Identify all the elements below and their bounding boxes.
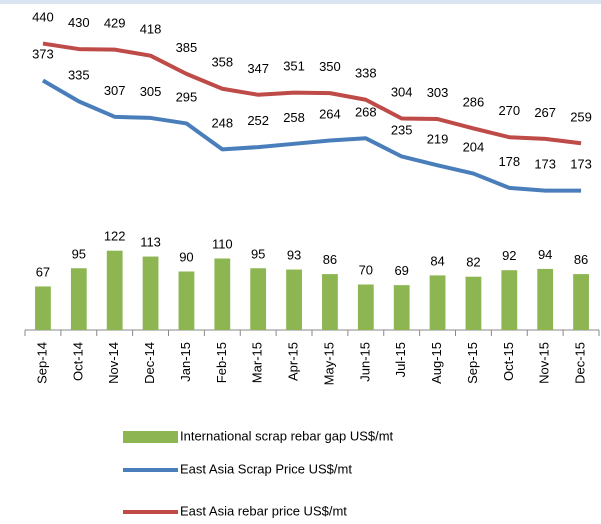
data-label: 70	[359, 263, 373, 278]
x-tick-label: Oct-15	[501, 342, 516, 381]
data-label: 93	[287, 248, 301, 263]
data-label: 92	[502, 248, 516, 263]
bar	[573, 274, 589, 330]
data-label: 82	[466, 255, 480, 270]
x-tick-label: Feb-15	[214, 342, 229, 383]
legend-label: East Asia rebar price US$/mt	[180, 503, 347, 518]
data-label: 335	[68, 67, 90, 82]
data-label: 351	[283, 59, 305, 74]
x-tick-label: May-15	[321, 342, 336, 385]
bar	[322, 274, 338, 330]
data-label: 67	[36, 264, 50, 279]
legend-label: International scrap rebar gap US$/mt	[180, 428, 394, 443]
data-label: 440	[32, 10, 54, 25]
data-label: 173	[570, 157, 592, 172]
bar	[429, 275, 446, 330]
data-label: 84	[430, 253, 444, 268]
data-label: 286	[463, 94, 485, 109]
x-tick-label: Sep-15	[465, 342, 480, 384]
x-tick-label: Sep-14	[34, 342, 49, 384]
data-label: 252	[247, 113, 269, 128]
line	[42, 41, 582, 146]
data-label: 350	[319, 59, 341, 74]
data-label: 430	[68, 15, 90, 30]
data-label: 270	[498, 103, 520, 118]
data-label: 95	[251, 246, 265, 261]
bar	[106, 250, 123, 330]
top-band	[0, 0, 601, 4]
data-label: 338	[355, 66, 377, 81]
data-label: 264	[319, 107, 341, 122]
data-label: 173	[534, 157, 556, 172]
data-label: 347	[247, 61, 269, 76]
bar	[214, 258, 231, 330]
data-label: 307	[104, 83, 126, 98]
bar	[465, 276, 482, 330]
bar	[501, 270, 518, 330]
x-tick-label: Dec-15	[573, 342, 588, 384]
x-tick-label: Jul-15	[393, 342, 408, 377]
data-label: 113	[140, 235, 161, 250]
data-label: 305	[140, 84, 162, 99]
data-label: 235	[391, 122, 413, 137]
data-label: 95	[72, 246, 86, 261]
bar	[393, 285, 410, 330]
x-tick-label: Jun-15	[357, 342, 372, 382]
data-label: 178	[498, 154, 520, 169]
bar	[250, 268, 267, 330]
data-label: 94	[538, 247, 552, 262]
data-label: 304	[391, 84, 413, 99]
data-label: 385	[176, 40, 198, 55]
data-label: 303	[427, 85, 449, 100]
data-label: 248	[211, 115, 233, 130]
bar	[357, 284, 374, 330]
data-label: 267	[534, 105, 556, 120]
data-label: 259	[570, 109, 592, 124]
x-tick-label: Nov-15	[537, 342, 552, 384]
data-label: 258	[283, 110, 305, 125]
x-tick-label: Oct-14	[70, 342, 85, 381]
data-label: 418	[140, 22, 162, 37]
bar	[286, 269, 302, 330]
data-label: 295	[176, 89, 198, 104]
x-tick-label: Nov-14	[106, 342, 121, 384]
data-label: 429	[104, 16, 126, 31]
bar	[35, 286, 51, 330]
data-label: 268	[355, 104, 377, 119]
data-label: 204	[463, 140, 485, 155]
bar	[70, 268, 87, 330]
bar	[537, 268, 554, 330]
data-label: 122	[104, 229, 126, 244]
x-tick-label: Jan-15	[178, 342, 193, 382]
bar	[142, 256, 159, 330]
data-label: 110	[212, 237, 233, 252]
bar	[178, 271, 195, 330]
legend-swatch	[123, 431, 178, 443]
x-tick-label: Aug-15	[429, 342, 444, 384]
data-label: 358	[211, 55, 233, 70]
legend-label: East Asia Scrap Price US$/mt	[180, 461, 352, 476]
data-label: 90	[179, 250, 193, 265]
data-label: 373	[32, 46, 54, 61]
x-tick-label: Apr-15	[286, 342, 301, 381]
x-tick-label: Dec-14	[142, 342, 157, 384]
data-label: 86	[574, 252, 588, 267]
x-tick-label: Mar-15	[250, 342, 265, 383]
data-label: 219	[427, 131, 449, 146]
data-label: 86	[323, 252, 337, 267]
data-label: 69	[394, 263, 408, 278]
line	[41, 78, 582, 193]
